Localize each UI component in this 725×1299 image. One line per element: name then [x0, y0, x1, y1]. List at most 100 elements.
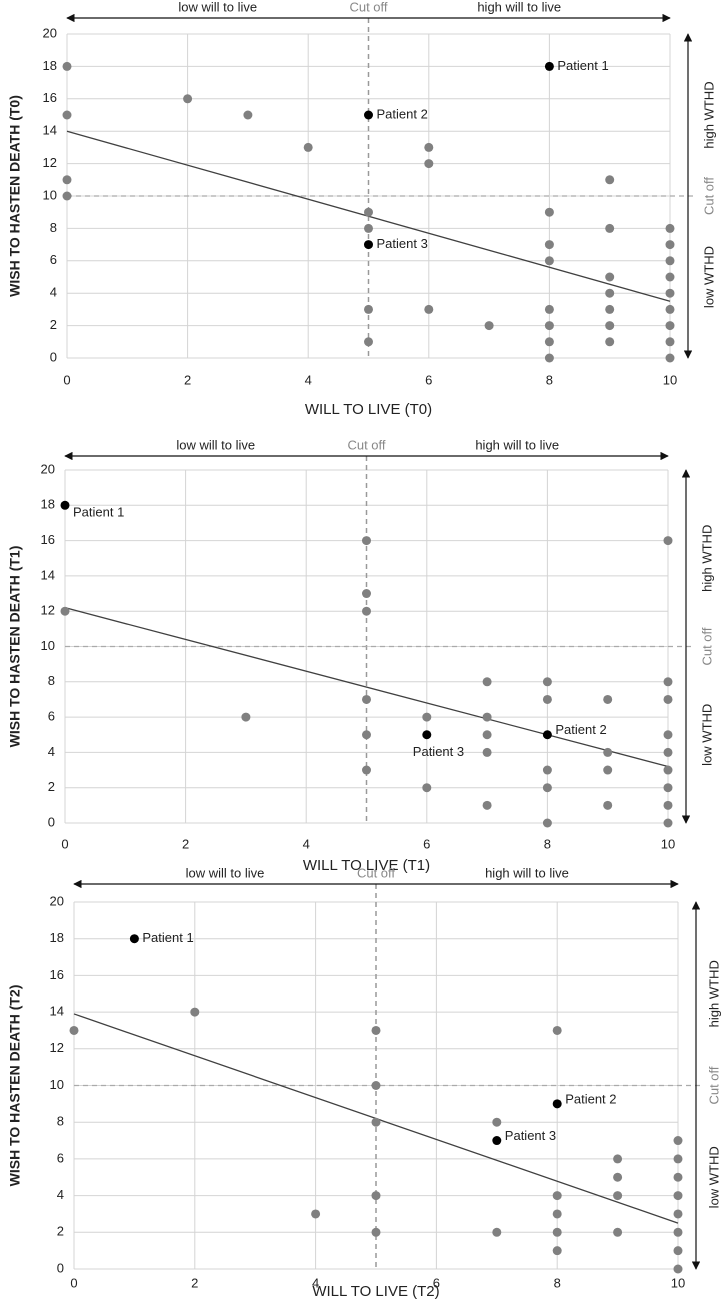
- point: [665, 321, 675, 331]
- patient-label: Patient 3: [413, 744, 464, 759]
- point: [665, 223, 675, 233]
- point: [544, 256, 554, 266]
- right-label: high WTHD: [701, 81, 716, 148]
- y-tick-label: 18: [50, 930, 64, 945]
- point: [362, 765, 371, 775]
- right-label: Cut off: [701, 177, 716, 215]
- patient-label: Patient 2: [565, 1091, 616, 1106]
- patient-point: [364, 240, 373, 250]
- point: [663, 765, 673, 775]
- patient-label: Patient 2: [377, 106, 428, 121]
- patient-label: Patient 3: [377, 236, 428, 251]
- x-tick-label: 10: [661, 836, 675, 851]
- right-label: low WTHD: [701, 246, 716, 308]
- point: [663, 818, 673, 828]
- panel: 0 2 4 6 8 10 12 14 16 18 20 0 2 4 6 8 10 low will to live…: [7, 437, 715, 874]
- patient-label: Patient 1: [557, 58, 608, 73]
- patient-point: [364, 110, 373, 120]
- point: [424, 159, 434, 169]
- point: [62, 191, 72, 201]
- point: [60, 606, 70, 616]
- point: [613, 1227, 623, 1237]
- y-tick-label: 4: [48, 744, 55, 759]
- x-tick-label: 4: [303, 836, 310, 851]
- point: [603, 800, 613, 810]
- point: [663, 694, 673, 704]
- y-tick-label: 18: [43, 58, 57, 73]
- x-tick-label: 0: [70, 1275, 77, 1290]
- y-tick-label: 2: [50, 317, 57, 332]
- patient-point: [542, 730, 552, 740]
- point: [362, 589, 371, 599]
- patient-point: [492, 1136, 502, 1146]
- point: [362, 730, 371, 740]
- point: [665, 256, 675, 266]
- y-tick-label: 14: [41, 567, 55, 582]
- point: [69, 1025, 79, 1035]
- y-tick-label: 14: [50, 1004, 64, 1019]
- x-tick-label: 6: [433, 1275, 440, 1290]
- y-tick-label: 16: [43, 90, 57, 105]
- point: [544, 353, 554, 363]
- point: [605, 272, 615, 282]
- point: [544, 304, 554, 314]
- point: [665, 337, 675, 347]
- point: [364, 223, 373, 233]
- point: [362, 606, 371, 616]
- point: [603, 694, 613, 704]
- y-tick-label: 6: [50, 252, 57, 267]
- top-label: Cut off: [349, 0, 387, 14]
- point: [552, 1246, 562, 1256]
- y-tick-label: 10: [43, 187, 57, 202]
- y-axis-label: WISH TO HASTEN DEATH (T0): [7, 95, 23, 297]
- x-tick-label: 8: [546, 372, 553, 387]
- point: [362, 694, 371, 704]
- point: [371, 1191, 381, 1201]
- patient-label: Patient 1: [73, 505, 124, 520]
- y-tick-label: 8: [48, 673, 55, 688]
- point: [542, 783, 552, 793]
- top-label: low will to live: [176, 437, 255, 452]
- point: [542, 765, 552, 775]
- point: [663, 536, 673, 546]
- x-tick-label: 8: [544, 836, 551, 851]
- top-label: high will to live: [485, 865, 569, 880]
- point: [552, 1227, 562, 1237]
- x-tick-label: 2: [191, 1275, 198, 1290]
- point: [665, 240, 675, 250]
- patient-point: [60, 500, 70, 510]
- point: [422, 783, 432, 793]
- point: [663, 783, 673, 793]
- right-label: Cut off: [699, 627, 714, 665]
- x-axis-label: WILL TO LIVE (T2): [312, 1283, 439, 1299]
- top-label: low will to live: [178, 0, 257, 14]
- point: [542, 677, 552, 687]
- point: [605, 321, 615, 331]
- right-label: low WTHD: [699, 704, 714, 766]
- y-tick-label: 10: [50, 1077, 64, 1092]
- point: [371, 1227, 381, 1237]
- x-tick-label: 0: [63, 372, 70, 387]
- trend-line: [64, 607, 669, 768]
- y-tick-label: 2: [57, 1224, 64, 1239]
- point: [663, 747, 673, 757]
- point: [544, 321, 554, 331]
- top-label: high will to live: [475, 437, 559, 452]
- point: [673, 1209, 683, 1219]
- y-tick-label: 18: [41, 497, 55, 512]
- point: [482, 712, 492, 722]
- x-tick-label: 4: [312, 1275, 319, 1290]
- point: [552, 1209, 562, 1219]
- patient-point: [422, 730, 432, 740]
- point: [482, 800, 492, 810]
- point: [665, 272, 675, 282]
- point: [364, 207, 373, 217]
- point: [673, 1191, 683, 1201]
- y-tick-label: 12: [43, 155, 57, 170]
- point: [673, 1264, 683, 1274]
- top-label: Cut off: [357, 865, 395, 880]
- point: [484, 321, 494, 331]
- x-tick-label: 8: [554, 1275, 561, 1290]
- point: [492, 1227, 502, 1237]
- point: [603, 765, 613, 775]
